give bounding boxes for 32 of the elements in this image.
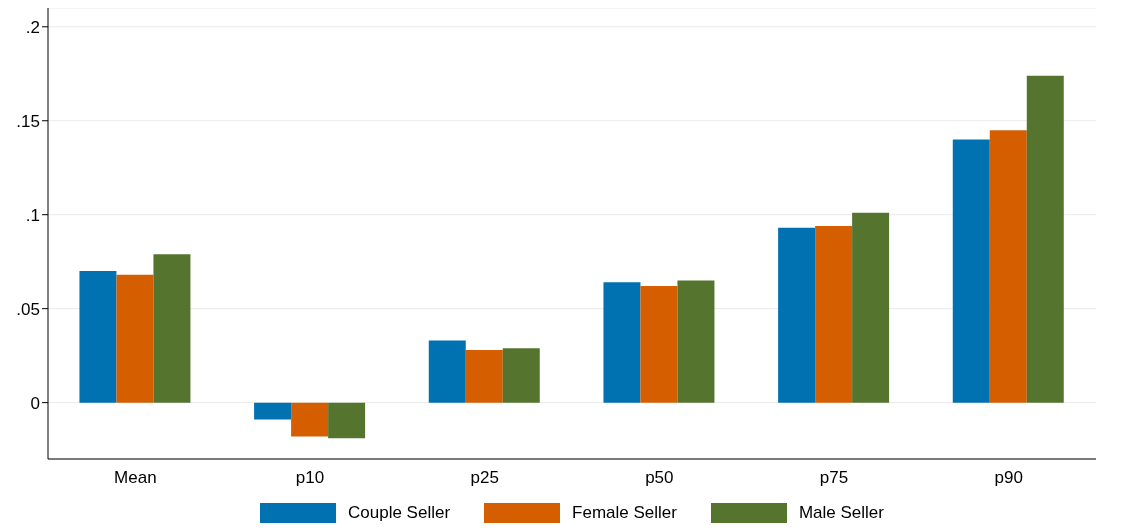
bar <box>291 402 329 437</box>
y-tick-label: .05 <box>16 299 40 319</box>
legend-label: Female Seller <box>572 503 677 523</box>
x-tick-label: p25 <box>470 468 499 488</box>
bar <box>465 350 503 403</box>
bar <box>79 271 117 403</box>
x-tick-label: p50 <box>645 468 674 488</box>
legend-label: Male Seller <box>798 503 884 523</box>
y-tick-label: .15 <box>16 111 40 131</box>
bar <box>328 402 366 439</box>
y-tick-label: .2 <box>25 17 40 37</box>
x-tick-label: Mean <box>114 468 157 488</box>
bar <box>989 130 1027 403</box>
bar <box>603 282 641 403</box>
bar <box>852 212 890 403</box>
y-tick-label: .1 <box>25 205 40 225</box>
y-tick-label: 0 <box>30 393 40 413</box>
bar <box>677 280 715 403</box>
x-tick-label: p75 <box>819 468 849 488</box>
bar <box>778 227 816 403</box>
x-tick-label: p90 <box>994 468 1023 488</box>
bar <box>116 274 154 403</box>
x-tick-label: p10 <box>295 468 325 488</box>
bar <box>502 348 540 403</box>
bar <box>254 402 292 420</box>
bar <box>815 225 853 403</box>
bar <box>428 340 466 403</box>
bar <box>153 254 191 403</box>
bar <box>640 286 678 403</box>
bar <box>952 139 990 403</box>
bar <box>1026 75 1064 403</box>
legend-label: Couple Seller <box>348 503 451 523</box>
